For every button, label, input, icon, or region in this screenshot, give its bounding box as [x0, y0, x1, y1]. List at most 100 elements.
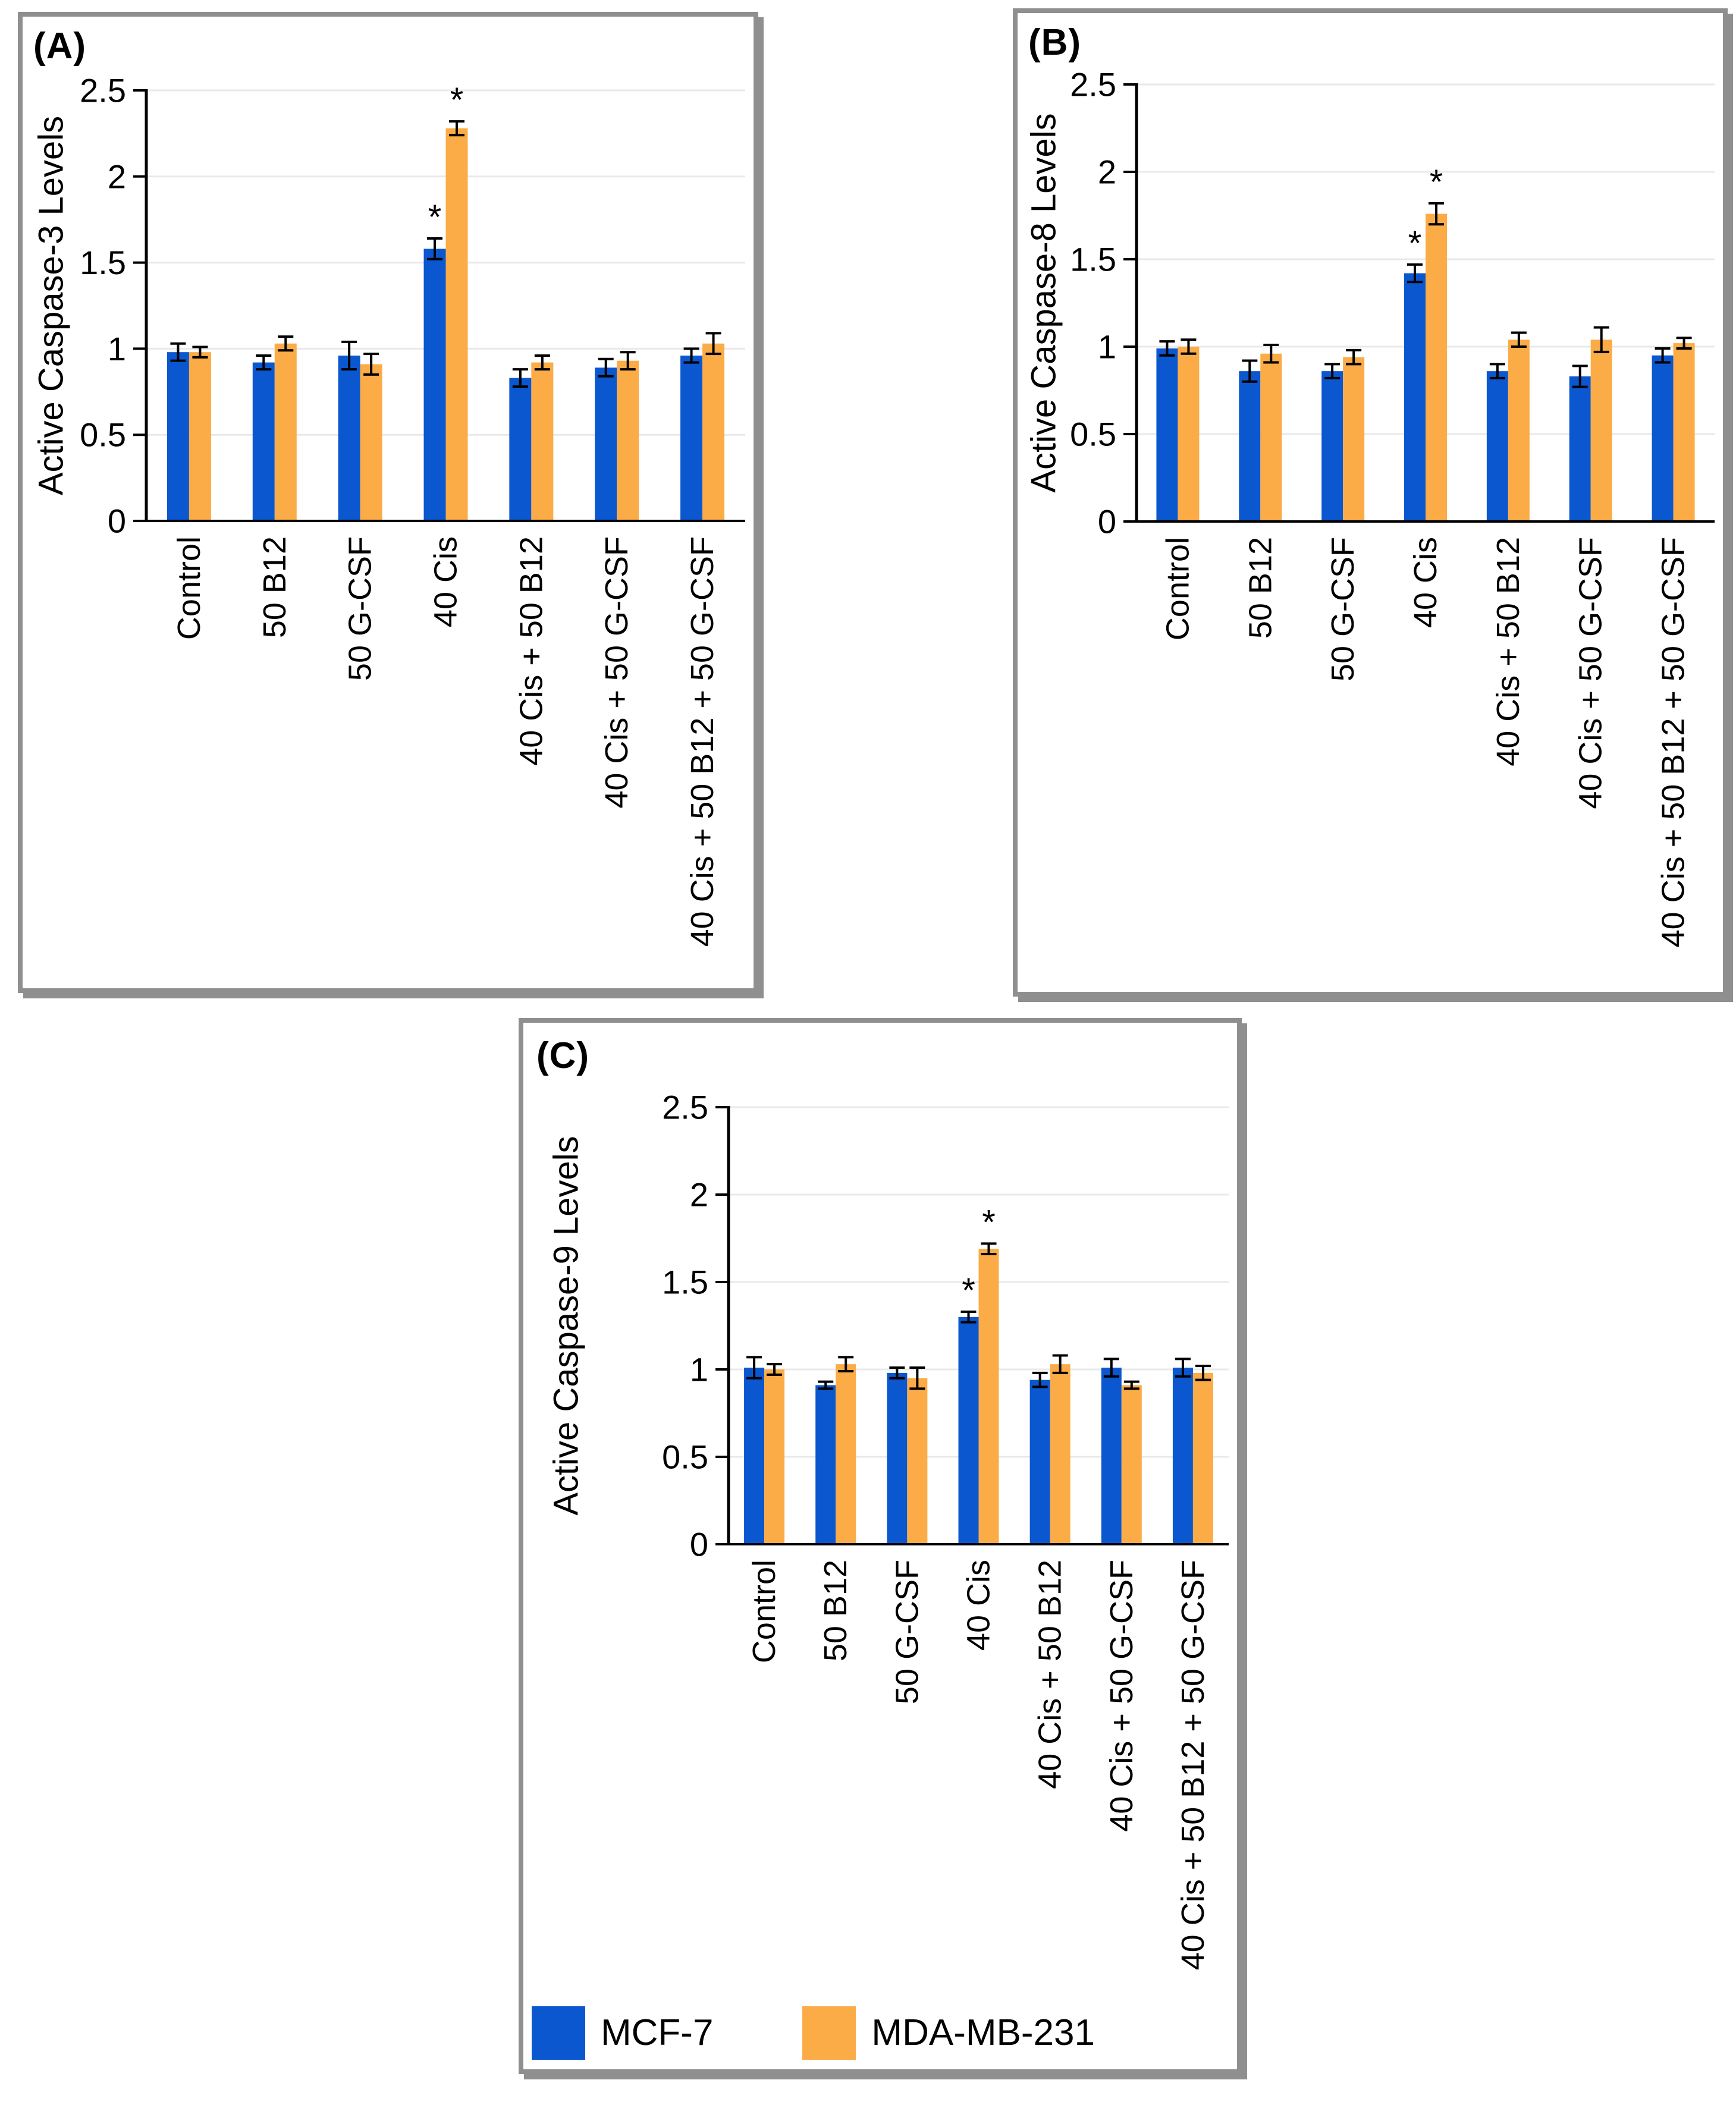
x-tick-label-6: 40 Cis + 50 G-CSF: [599, 536, 635, 809]
y-tick-label-2.5: 2.5: [80, 72, 126, 109]
bar-mcf-7-1: [167, 352, 189, 521]
y-tick-label-1.5: 1.5: [80, 244, 126, 281]
legend-swatch-mcf-7: [532, 2006, 585, 2060]
significance-star: *: [1430, 163, 1443, 202]
bar-mda-mb-231-4: [978, 1249, 999, 1544]
bar-mcf-7-6: [1569, 376, 1591, 521]
panel-a: (A) Control 50 B12 50 G-CSF * * 40 Cis 40 Cis …: [18, 12, 758, 993]
panel-a-label: (A): [33, 26, 87, 67]
y-tick-label-1: 1: [1098, 328, 1116, 366]
bar-mcf-7-2: [815, 1385, 836, 1544]
y-tick-label-2: 2: [108, 158, 126, 195]
bar-mda-mb-231-2: [1260, 353, 1282, 521]
y-tick-label-2: 2: [1098, 153, 1116, 191]
bar-mda-mb-231-2: [274, 343, 297, 521]
legend-label-mda-mb-231: MDA-MB-231: [871, 2012, 1095, 2053]
bar-mda-mb-231-7: [1673, 343, 1695, 521]
x-tick-label-3: 50 G-CSF: [343, 536, 378, 681]
bar-mcf-7-3: [338, 355, 360, 521]
bar-mcf-7-5: [1029, 1380, 1050, 1544]
bar-mcf-7-3: [887, 1372, 908, 1544]
bar-mda-mb-231-3: [1343, 357, 1365, 521]
y-tick-label-0.5: 0.5: [1070, 416, 1116, 453]
bar-mcf-7-3: [1321, 371, 1343, 521]
panel-c: (C) Control 50 B12 50 G-CSF * * 40 Cis 40 Cis …: [519, 1018, 1242, 2074]
significance-star: *: [982, 1203, 996, 1242]
y-tick-label-1.5: 1.5: [1070, 241, 1116, 278]
bar-mda-mb-231-5: [1050, 1364, 1071, 1544]
y-axis-title: Active Caspase-8 Levels: [1025, 113, 1063, 492]
x-tick-label-5: 40 Cis + 50 B12: [513, 536, 549, 766]
bar-mcf-7-7: [680, 355, 703, 521]
significance-star: *: [962, 1271, 975, 1310]
bar-mda-mb-231-1: [764, 1369, 785, 1544]
y-tick-label-0: 0: [690, 1526, 708, 1563]
bar-mda-mb-231-4: [1426, 213, 1447, 521]
bar-mcf-7-6: [1101, 1368, 1122, 1544]
bar-mda-mb-231-3: [360, 364, 382, 521]
x-tick-label-2: 50 B12: [1242, 537, 1278, 639]
bar-mda-mb-231-6: [617, 360, 639, 521]
y-tick-label-2.5: 2.5: [1070, 66, 1116, 103]
bar-mda-mb-231-5: [531, 362, 554, 521]
significance-star: *: [428, 198, 442, 237]
bar-mcf-7-6: [595, 367, 617, 521]
bar-mcf-7-4: [1404, 273, 1426, 521]
bar-mda-mb-231-5: [1508, 340, 1530, 521]
x-tick-label-4: 40 Cis: [428, 536, 464, 627]
y-tick-label-0: 0: [1098, 503, 1116, 541]
bar-mda-mb-231-7: [1192, 1372, 1213, 1544]
significance-star: *: [450, 81, 464, 120]
y-tick-label-0: 0: [108, 502, 126, 540]
panel-c-label: (C): [536, 1035, 590, 1076]
y-axis-title: Active Caspase-9 Levels: [547, 1136, 586, 1515]
y-tick-label-1.5: 1.5: [662, 1264, 708, 1301]
bar-mda-mb-231-1: [189, 352, 211, 521]
y-axis-title: Active Caspase-3 Levels: [32, 116, 71, 495]
significance-star: *: [1408, 224, 1422, 263]
bar-mda-mb-231-6: [1121, 1385, 1142, 1544]
legend-label-mcf-7: MCF-7: [601, 2012, 714, 2053]
bar-chart-caspase-8: Control 50 B12 50 G-CSF ** 40 Cis 40 Cis + 50…: [1025, 66, 1715, 947]
bar-mcf-7-1: [744, 1368, 765, 1544]
bar-mda-mb-231-3: [907, 1378, 928, 1544]
x-tick-label-7: 40 Cis + 50 B12 + 50 G-CSF: [1175, 1560, 1211, 1970]
bar-mda-mb-231-7: [702, 343, 725, 521]
x-tick-label-4: 40 Cis: [961, 1560, 997, 1651]
y-tick-label-2: 2: [690, 1176, 708, 1214]
panel-b: (B) Control 50 B12 50 G-CSF * * 40 Cis 40 Cis …: [1013, 8, 1728, 997]
legend-swatch-mda-mb-231: [802, 2006, 856, 2060]
bar-mda-mb-231-6: [1590, 340, 1612, 521]
bar-chart-caspase-3: Control 50 B12 50 G-CSF * * 40 Cis 40 Cis + 50…: [32, 72, 745, 947]
bar-mda-mb-231-4: [445, 128, 468, 521]
x-tick-label-1: Control: [1160, 537, 1195, 640]
x-tick-label-5: 40 Cis + 50 B12: [1032, 1560, 1068, 1789]
bar-mcf-7-5: [509, 378, 532, 521]
x-tick-label-4: 40 Cis: [1408, 537, 1443, 628]
x-tick-label-6: 40 Cis + 50 G-CSF: [1104, 1560, 1139, 1832]
x-tick-label-3: 50 G-CSF: [889, 1560, 925, 1704]
bar-mcf-7-5: [1486, 371, 1508, 521]
bar-mcf-7-4: [423, 249, 446, 521]
y-tick-label-2.5: 2.5: [662, 1089, 708, 1126]
x-tick-label-1: Control: [746, 1560, 782, 1663]
x-tick-label-2: 50 B12: [257, 536, 293, 638]
x-tick-label-7: 40 Cis + 50 B12 + 50 G-CSF: [685, 536, 720, 947]
x-tick-label-7: 40 Cis + 50 B12 + 50 G-CSF: [1656, 537, 1691, 947]
x-tick-label-6: 40 Cis + 50 G-CSF: [1573, 537, 1609, 809]
y-tick-label-1: 1: [108, 330, 126, 367]
bar-mcf-7-7: [1172, 1368, 1193, 1544]
bar-chart-caspase-9: Control 50 B12 50 G-CSF ** 40 Cis 40 Cis + 50…: [547, 1089, 1229, 1970]
bar-mda-mb-231-1: [1178, 347, 1200, 521]
bar-mcf-7-2: [1239, 371, 1261, 521]
panel-b-label: (B): [1028, 22, 1082, 63]
legend: MCF-7 MDA-MB-231: [532, 2006, 1184, 2060]
bar-mcf-7-4: [958, 1317, 979, 1544]
x-tick-label-3: 50 G-CSF: [1325, 537, 1361, 681]
bar-mcf-7-1: [1156, 348, 1178, 521]
bar-mcf-7-7: [1652, 355, 1674, 521]
y-tick-label-0.5: 0.5: [662, 1438, 708, 1476]
x-tick-label-2: 50 B12: [818, 1560, 853, 1661]
x-tick-label-5: 40 Cis + 50 B12: [1490, 537, 1526, 766]
